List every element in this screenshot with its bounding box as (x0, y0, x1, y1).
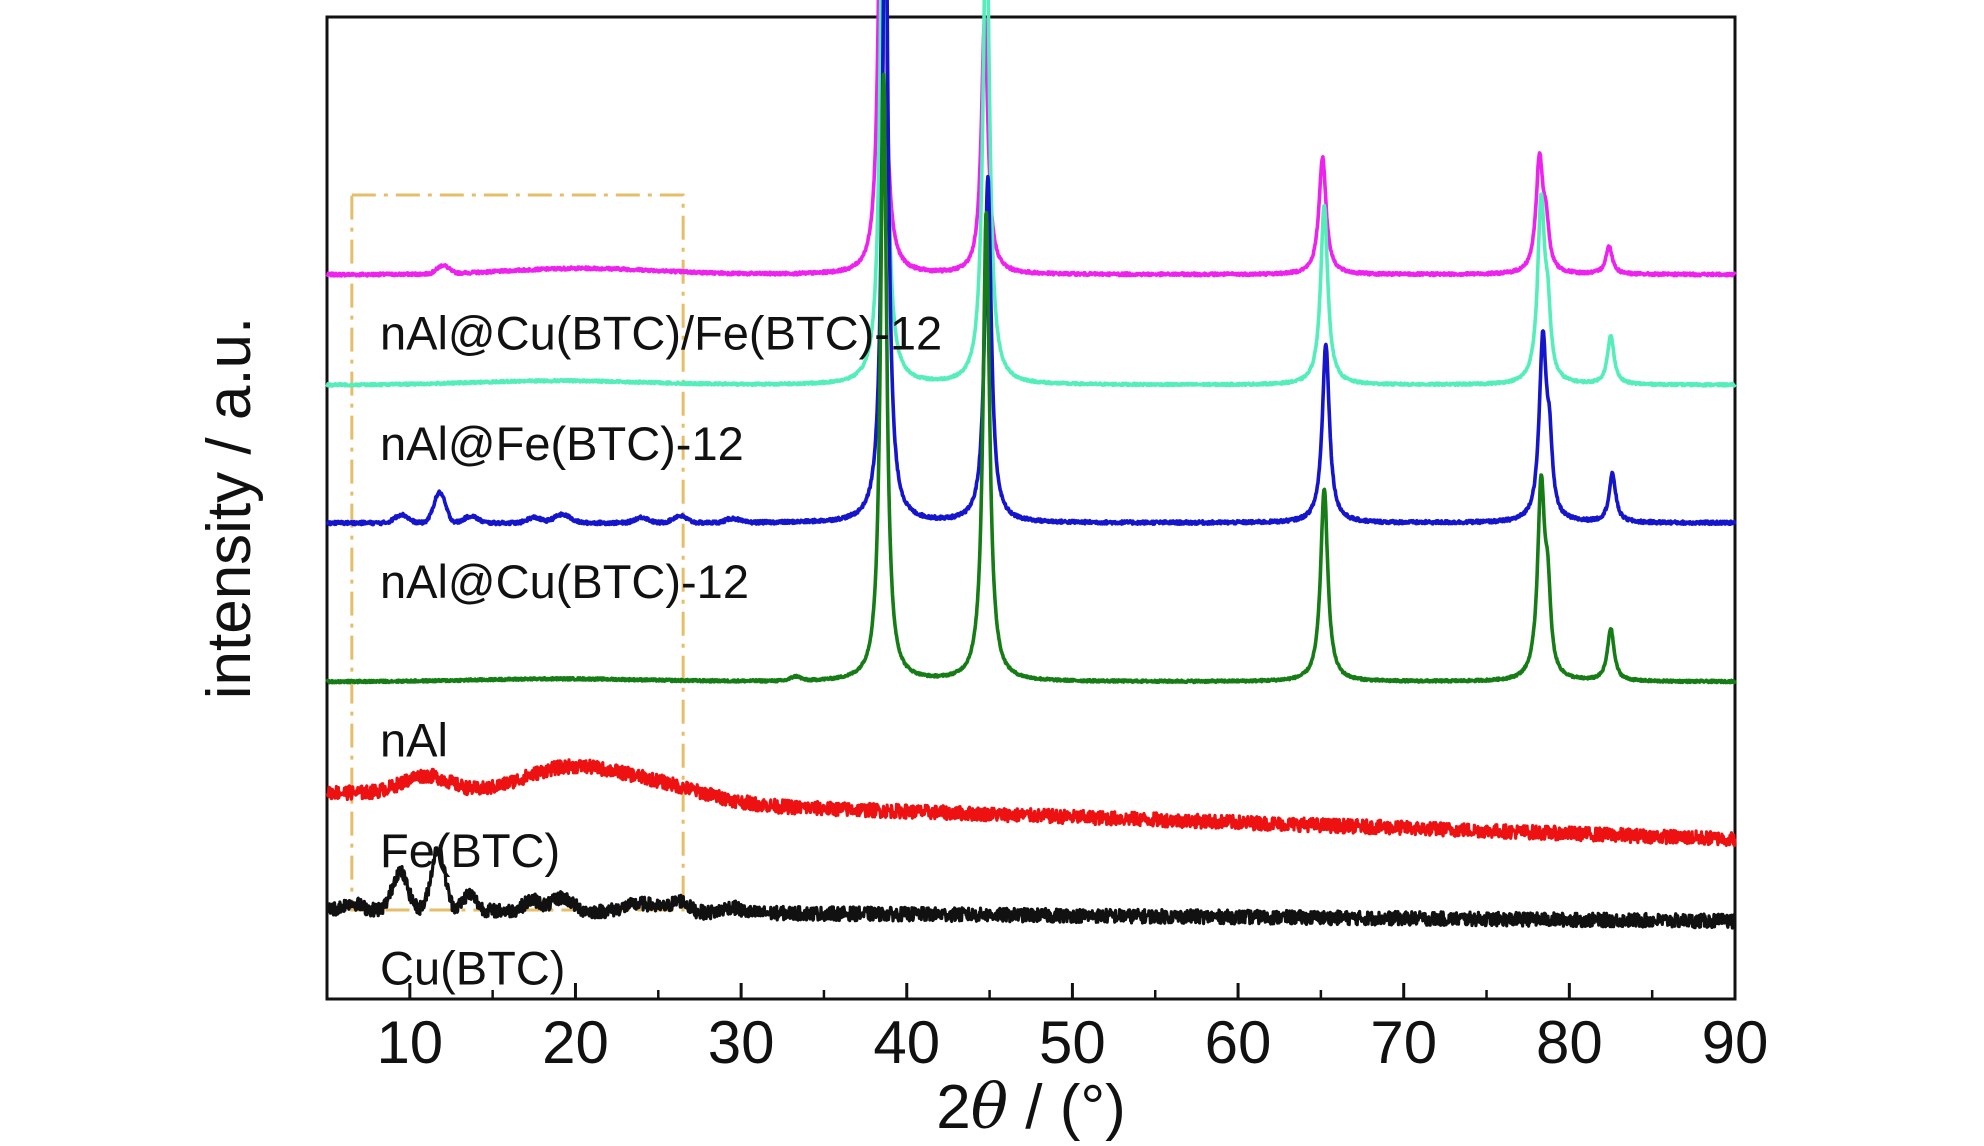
x-tick-label: 10 (376, 1009, 443, 1076)
x-tick-label: 80 (1536, 1009, 1603, 1076)
series-line-5 (325, 844, 1737, 930)
series-label-1: nAl@Fe(BTC)-12 (380, 417, 744, 470)
series-labels: nAl@Cu(BTC)/Fe(BTC)-12 nAl@Fe(BTC)-12 nAl@… (380, 307, 942, 995)
series-line-3 (325, 72, 1737, 685)
x-tick-label: 70 (1370, 1009, 1437, 1076)
x-tick-label: 90 (1702, 1009, 1769, 1076)
series-label-0: nAl@Cu(BTC)/Fe(BTC)-12 (380, 307, 942, 360)
series-layer (325, 0, 1737, 930)
x-ticks: 10 20 30 40 50 60 70 80 90 (376, 983, 1768, 1076)
series-label-3: nAl (380, 714, 448, 767)
x-tick-label: 40 (873, 1009, 940, 1076)
series-line-0 (325, 0, 1737, 278)
series-line-2 (325, 0, 1737, 527)
x-tick-label: 30 (708, 1009, 775, 1076)
series-line-1 (325, 0, 1737, 388)
x-tick-label: 20 (542, 1009, 609, 1076)
x-axis-title: 2θ / (°) (936, 1070, 1126, 1143)
x-tick-label: 60 (1205, 1009, 1272, 1076)
series-line-4 (325, 758, 1737, 848)
highlight-layer (350, 193, 685, 912)
x-tick-label: 50 (1039, 1009, 1106, 1076)
plot-frame (325, 15, 1737, 1001)
series-label-4: Fe(BTC) (380, 824, 560, 877)
highlight-box (350, 193, 685, 912)
series-label-2: nAl@Cu(BTC)-12 (380, 555, 749, 608)
series-label-5: Cu(BTC) (380, 941, 565, 994)
y-axis-title: intensity / a.u. (195, 317, 264, 700)
